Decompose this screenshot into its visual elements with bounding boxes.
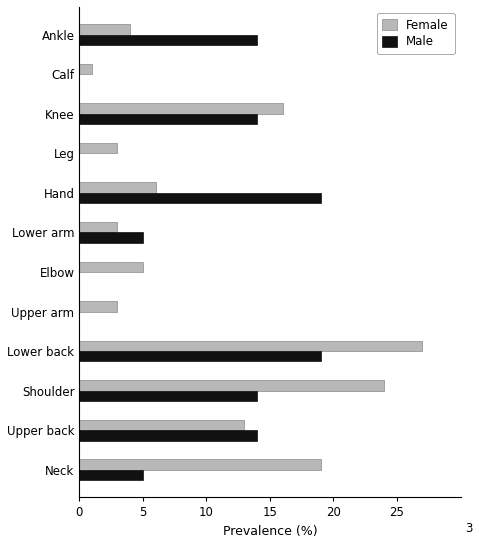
Bar bbox=[80, 341, 422, 351]
X-axis label: Prevalence (%): Prevalence (%) bbox=[223, 525, 317, 538]
Bar bbox=[80, 430, 257, 440]
Bar bbox=[80, 232, 143, 243]
Bar bbox=[80, 222, 117, 232]
Bar bbox=[80, 380, 384, 391]
Bar bbox=[80, 24, 130, 35]
Bar bbox=[80, 391, 257, 401]
Bar bbox=[80, 351, 321, 361]
Bar bbox=[80, 143, 117, 153]
Text: 3: 3 bbox=[465, 523, 472, 536]
Bar bbox=[80, 35, 257, 45]
Bar bbox=[80, 459, 321, 470]
Bar bbox=[80, 64, 92, 74]
Bar bbox=[80, 262, 143, 272]
Bar bbox=[80, 301, 117, 312]
Bar bbox=[80, 420, 244, 430]
Bar bbox=[80, 183, 156, 193]
Legend: Female, Male: Female, Male bbox=[376, 13, 455, 54]
Bar bbox=[80, 114, 257, 124]
Bar bbox=[80, 104, 283, 114]
Bar bbox=[80, 193, 321, 203]
Bar bbox=[80, 470, 143, 480]
